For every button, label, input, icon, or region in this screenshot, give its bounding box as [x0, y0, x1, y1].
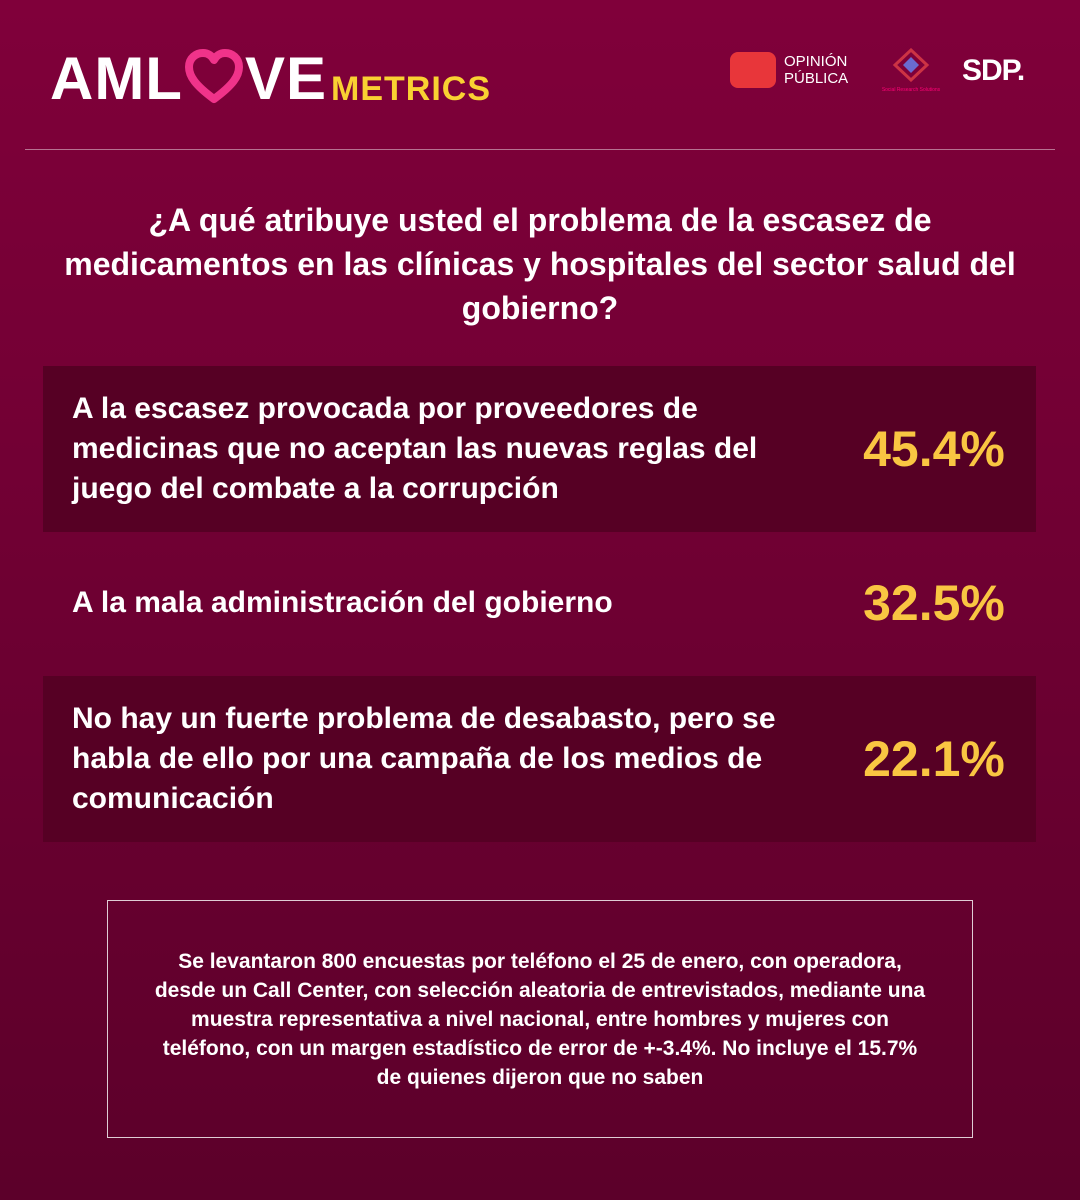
partner-logo: Social Research Solutions [878, 47, 944, 93]
partner-icon [892, 47, 930, 83]
answer-label: A la mala administración del gobierno [72, 586, 613, 619]
methodology-note: Se levantaron 800 encuestas por teléfono… [154, 949, 926, 1089]
answer-label: A la escasez provocada por proveedores d… [72, 392, 758, 505]
partner-logo: OPINIÓN PÚBLICA [730, 52, 848, 88]
partner-line: OPINIÓN [784, 53, 848, 70]
answer-row: No hay un fuerte problema de desabasto, … [43, 676, 1036, 842]
answer-row: A la escasez provocada por proveedores d… [43, 366, 1036, 532]
partner-text: Social Research Solutions [881, 87, 941, 93]
partner-icon [730, 52, 776, 88]
question: ¿A qué atribuye usted el problema de la … [64, 202, 1016, 326]
answer-value: 22.1% [863, 731, 1005, 787]
brand-logo: AML VE METRICS [50, 44, 491, 113]
answer-value: 45.4% [863, 421, 1005, 477]
answer-label: No hay un fuerte problema de desabasto, … [72, 702, 776, 815]
logo-suffix: METRICS [331, 70, 492, 108]
divider [25, 149, 1055, 150]
logo-text: VE [244, 45, 328, 112]
logo-text: AML [50, 45, 183, 112]
partner-line: PÚBLICA [784, 70, 849, 87]
partner-text: OPINIÓN PÚBLICA [784, 53, 848, 87]
answer-row: A la mala administración del gobierno 32… [43, 560, 1036, 646]
methodology-box: Se levantaron 800 encuestas por teléfono… [107, 900, 973, 1138]
heart-icon [184, 49, 243, 103]
partner-logo: SDP. [962, 54, 1025, 87]
answer-value: 32.5% [863, 575, 1005, 631]
